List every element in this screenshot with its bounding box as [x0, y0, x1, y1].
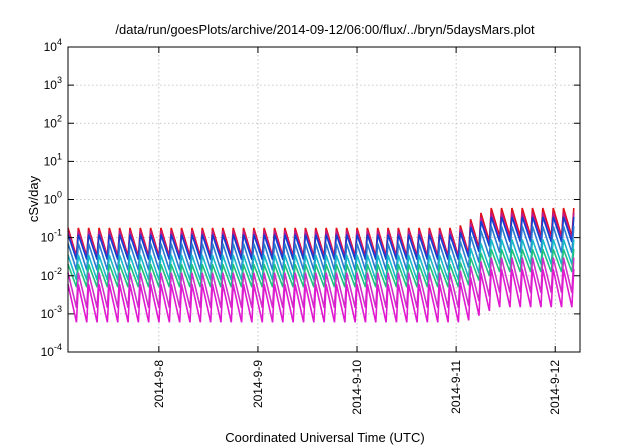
y-tick-label: 101: [44, 151, 62, 168]
x-tick-label: 2014-9-8: [152, 360, 166, 408]
y-tick-label: 10-2: [41, 266, 62, 283]
y-axis-ticks: 10-4 10-3 10-2 10-1 100 101 102 103 104: [41, 37, 580, 359]
x-tick-label: 2014-9-9: [251, 360, 265, 408]
y-tick-label: 100: [44, 190, 62, 207]
x-axis-label: Coordinated Universal Time (UTC): [225, 430, 424, 445]
y-tick-label: 10-1: [41, 228, 62, 245]
x-tick-label: 2014-9-10: [350, 360, 364, 415]
chart-title: /data/run/goesPlots/archive/2014-09-12/0…: [115, 22, 535, 37]
x-tick-label: 2014-9-11: [449, 360, 463, 414]
x-tick-label: 2014-9-12: [548, 360, 562, 415]
y-tick-label: 104: [44, 37, 62, 54]
y-tick-label: 10-3: [41, 304, 62, 321]
y-tick-label: 102: [44, 113, 62, 130]
x-axis-ticks: 2014-9-8 2014-9-9 2014-9-10 2014-9-11 2014-9…: [152, 47, 562, 415]
y-tick-label: 103: [44, 75, 62, 92]
series-group: [67, 207, 575, 323]
y-axis-label: cSv/day: [26, 175, 41, 222]
series-line: [67, 268, 575, 323]
y-tick-label: 10-4: [41, 342, 62, 359]
